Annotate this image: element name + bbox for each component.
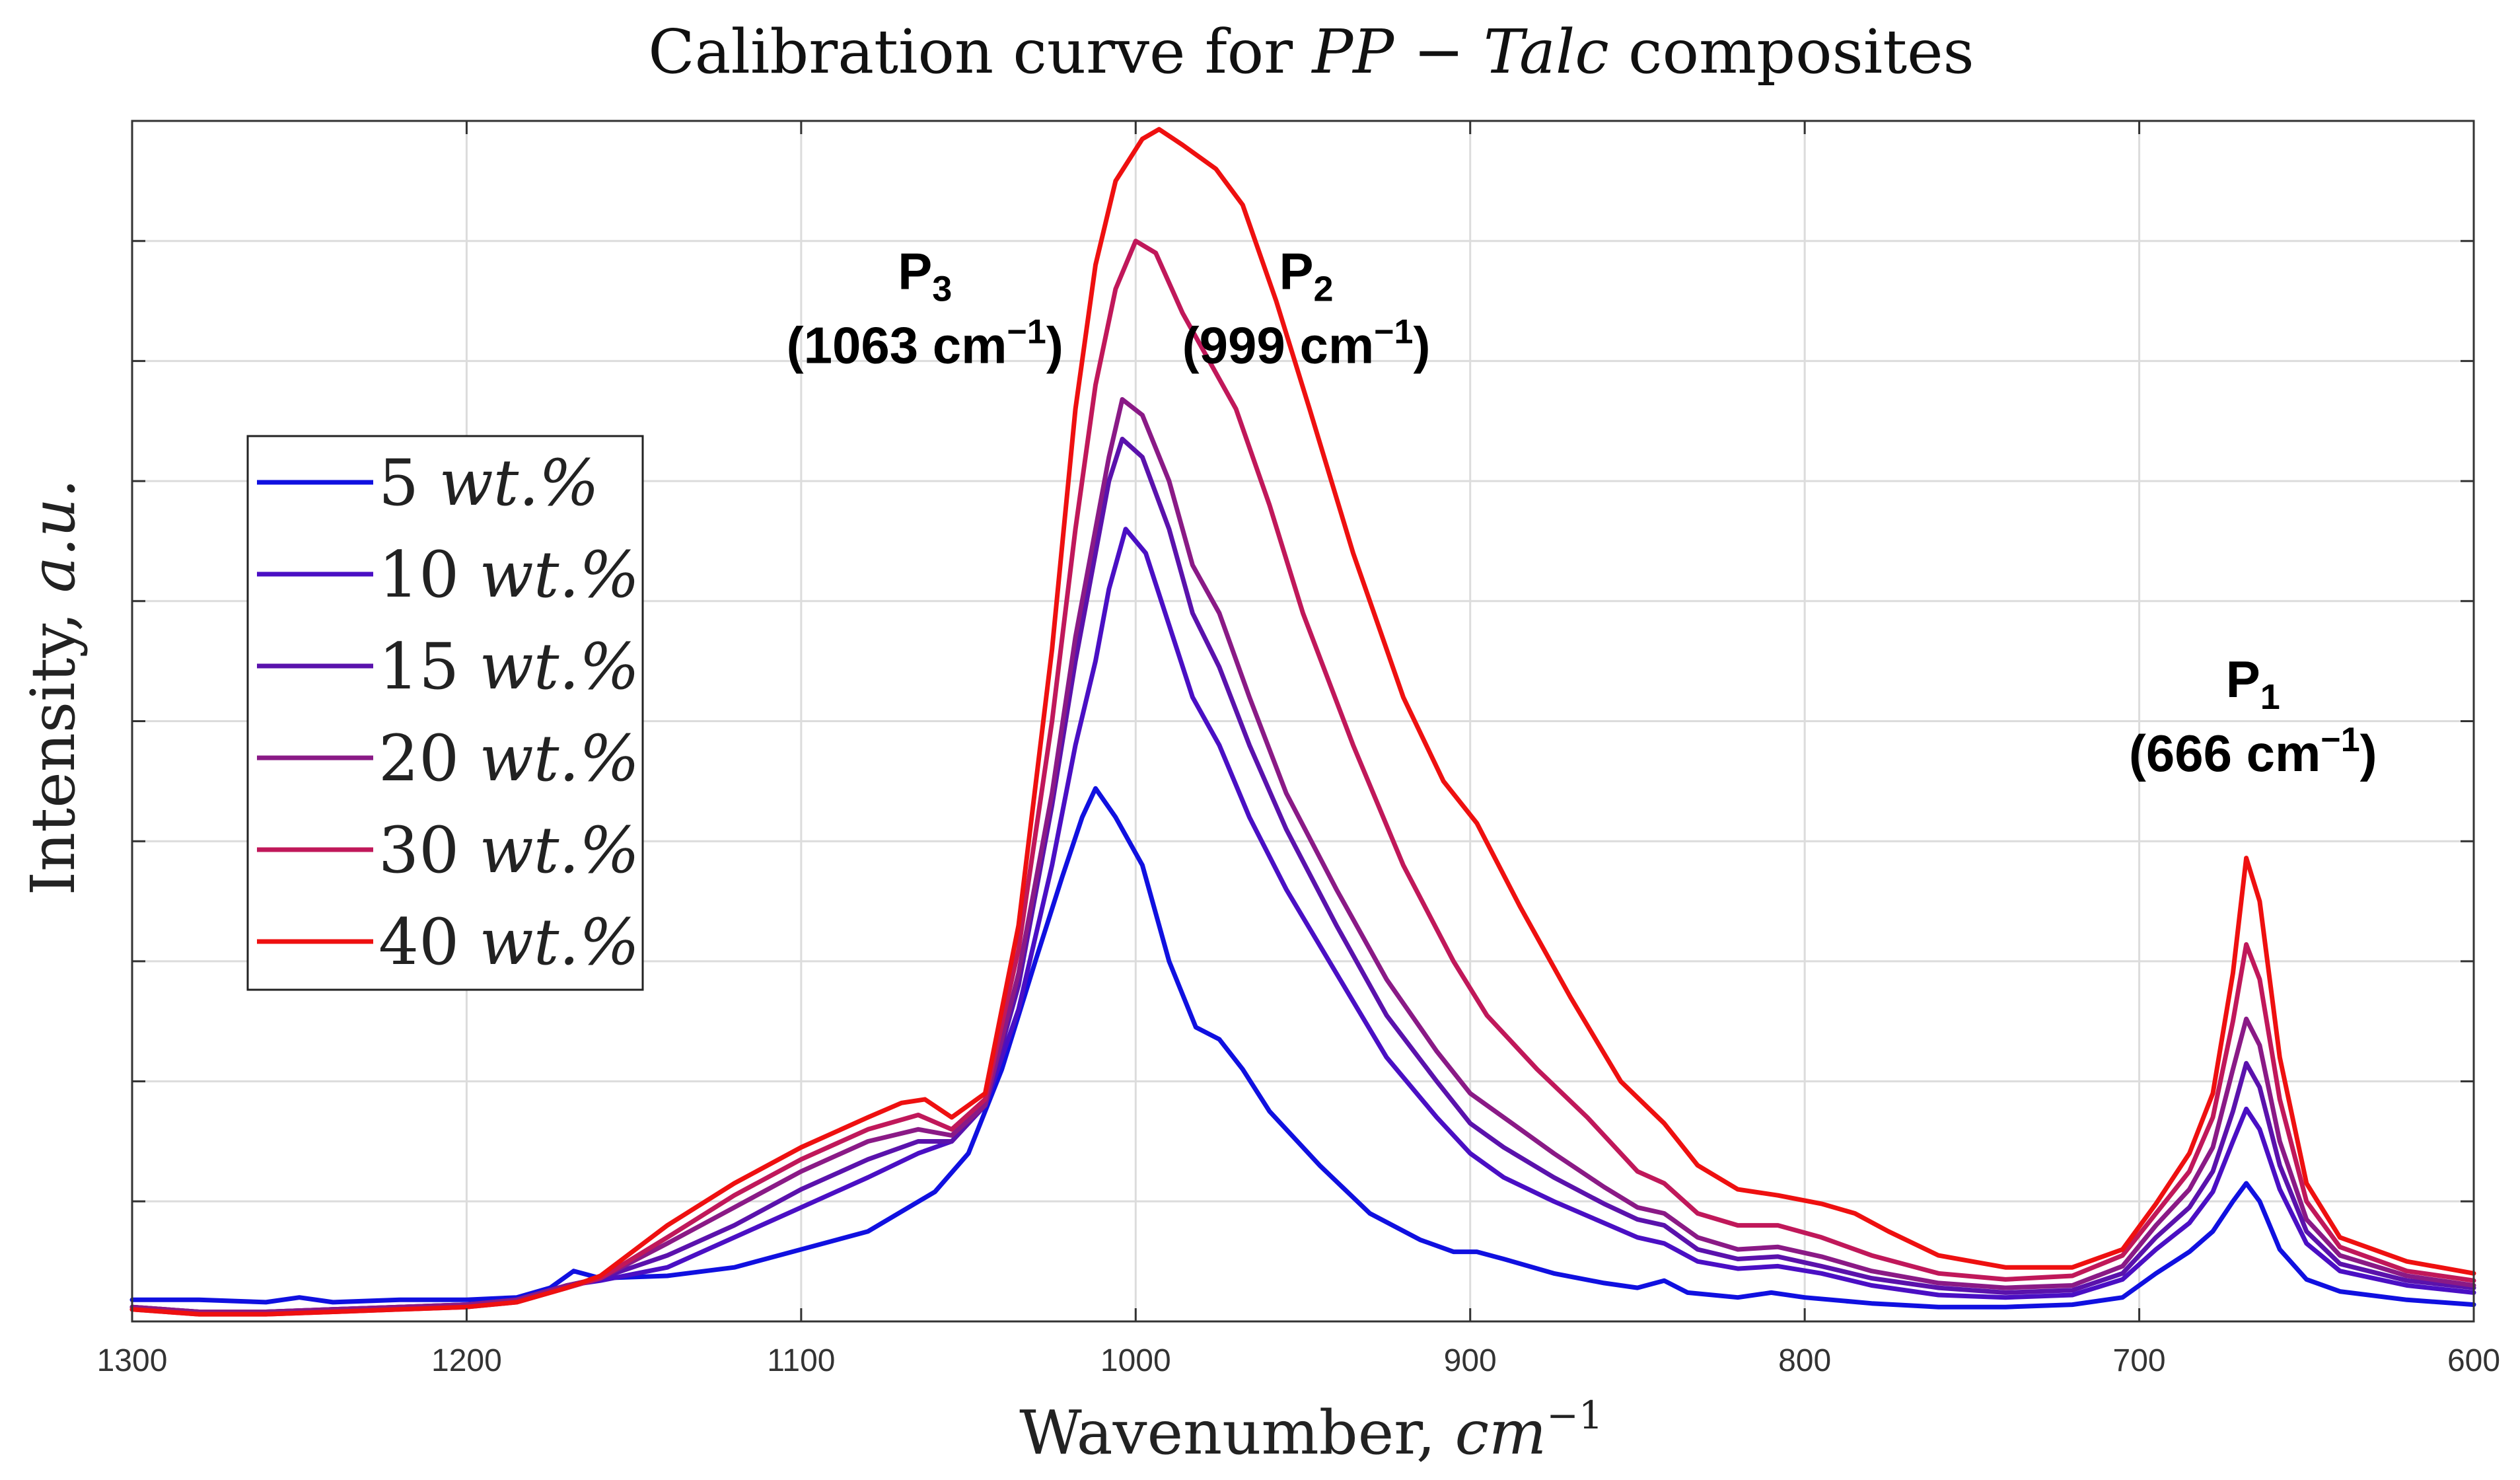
series-lines xyxy=(129,127,2476,1317)
annotation-p3: P3(1063 cm−1) xyxy=(787,242,1063,374)
chart-title: Calibration curve for PP − Talc composit… xyxy=(648,17,1974,87)
legend: 5 wt.% 10 wt.% 15 wt.% 20 wt.% 30 wt.% 40 wt.… xyxy=(246,435,644,991)
annotation-p1: P1(666 cm−1) xyxy=(2129,650,2377,782)
legend-label: 15 wt.% xyxy=(378,630,639,704)
x-tick-labels: 1300 1200 1100 1000 900 800 700 600 xyxy=(97,1343,2500,1378)
annotation-peak-name: P3 xyxy=(898,242,952,309)
x-tick-label: 1300 xyxy=(97,1343,168,1378)
annotation-peak-value: (1063 cm−1) xyxy=(787,313,1063,374)
annotation-peak-name: P1 xyxy=(2226,650,2280,717)
legend-label: 40 wt.% xyxy=(378,905,639,979)
annotation-peak-value: (666 cm−1) xyxy=(2129,721,2377,782)
x-tick-label: 1200 xyxy=(431,1343,502,1378)
legend-item-20-wt: 20 wt.% xyxy=(257,722,639,796)
legend-label: 10 wt.% xyxy=(378,538,639,612)
legend-item-15-wt: 15 wt.% xyxy=(257,630,639,704)
x-tick-label: 1100 xyxy=(767,1343,835,1378)
series-line-15-wt xyxy=(129,437,2476,1314)
legend-label: 30 wt.% xyxy=(378,813,639,887)
legend-item-10-wt: 10 wt.% xyxy=(257,538,639,612)
tick-marks xyxy=(131,121,2475,1321)
x-tick-label: 1000 xyxy=(1100,1343,1171,1378)
series-line-5-wt xyxy=(129,786,2476,1310)
series-line-30-wt xyxy=(129,239,2476,1317)
annotation-peak-value: (999 cm−1) xyxy=(1182,313,1431,374)
annotation-p2: P2(999 cm−1) xyxy=(1182,242,1431,374)
x-tick-label: 700 xyxy=(2113,1343,2166,1378)
x-axis-label: Wavenumber, cm−1 xyxy=(1019,1393,1603,1468)
legend-box xyxy=(246,435,644,991)
peak-annotations: P3(1063 cm−1) P2(999 cm−1) P1(666 cm−1) xyxy=(787,242,2377,782)
x-tick-label: 600 xyxy=(2447,1343,2500,1378)
annotation-peak-name: P2 xyxy=(1279,242,1334,309)
y-axis-label: Intensity, a.u. xyxy=(18,479,89,896)
x-tick-label: 800 xyxy=(1778,1343,1831,1378)
legend-label: 20 wt.% xyxy=(378,722,639,796)
legend-item-40-wt: 40 wt.% xyxy=(257,905,639,979)
x-tick-label: 900 xyxy=(1444,1343,1497,1378)
series-line-40-wt xyxy=(129,127,2476,1317)
series-line-20-wt xyxy=(129,397,2476,1314)
legend-item-5-wt: 5 wt.% xyxy=(257,446,599,520)
legend-label: 5 wt.% xyxy=(378,446,599,520)
series-line-10-wt xyxy=(129,527,2476,1314)
legend-item-30-wt: 30 wt.% xyxy=(257,813,639,887)
